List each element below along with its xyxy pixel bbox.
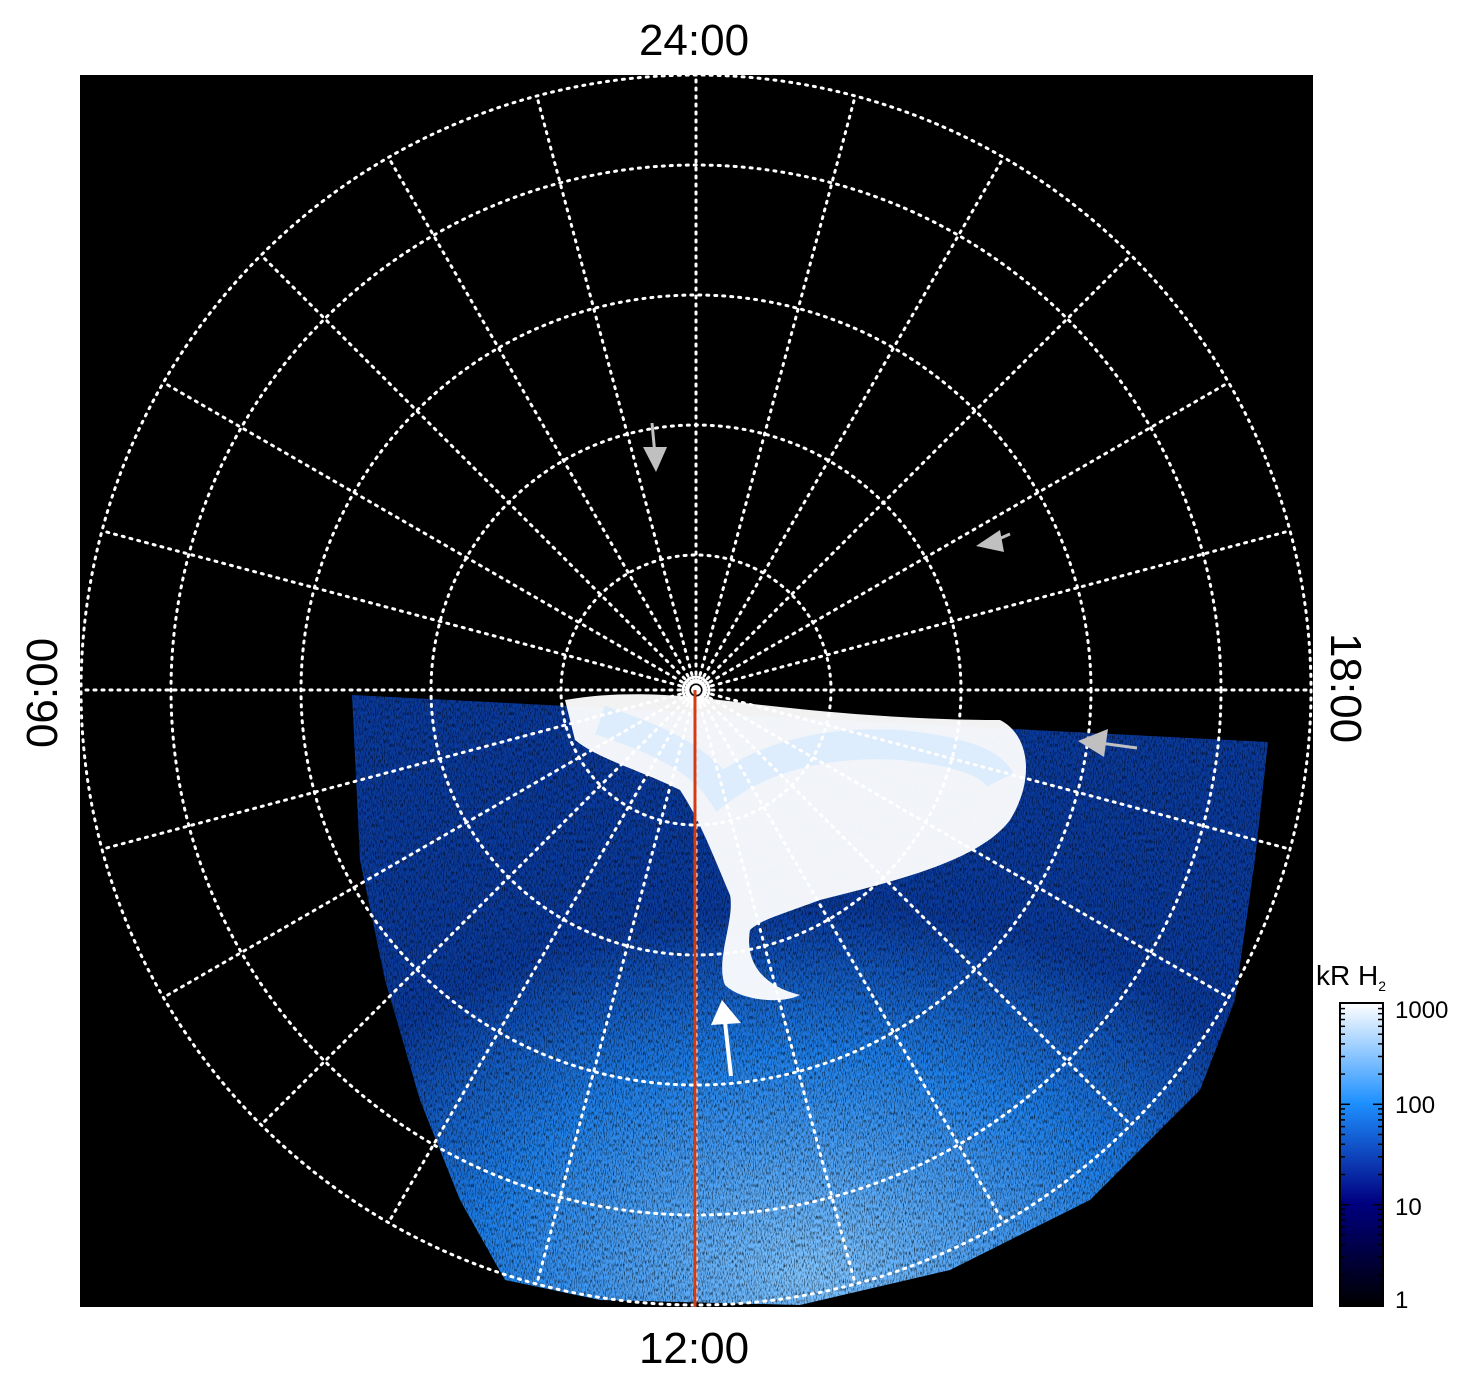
arrow-dusk xyxy=(1078,729,1138,757)
local-time-label-right: 18:00 xyxy=(1321,633,1370,743)
colorbar-tick-label-1000: 1000 xyxy=(1395,997,1448,1024)
meridian-line-19 xyxy=(100,529,698,692)
colorbar-tick-label-100: 100 xyxy=(1395,1092,1435,1119)
meridian-line-5 xyxy=(694,529,1292,692)
arrow-dayside xyxy=(711,1000,741,1077)
oval-inner-glow xyxy=(595,705,1014,812)
meridian-line-9 xyxy=(694,688,1133,1127)
meridian-line-8 xyxy=(694,688,1231,999)
colorbar-tick-label-10: 10 xyxy=(1395,1194,1422,1221)
auroral-emission xyxy=(352,694,1268,1305)
meridian-line-17 xyxy=(100,688,698,851)
local-time-label-bottom: 12:00 xyxy=(639,1324,749,1373)
colorbar-tick-label-1: 1 xyxy=(1395,1287,1408,1314)
meridian-line-23 xyxy=(535,94,698,692)
local-time-label-top: 24:00 xyxy=(639,16,749,65)
meridian-line-11 xyxy=(694,688,857,1286)
meridian-line-7 xyxy=(694,688,1292,851)
colorbar-gradient xyxy=(1339,1002,1384,1307)
meridian-line-13 xyxy=(535,688,698,1286)
arrow-nightside-2 xyxy=(976,530,1011,552)
meridian-line-14 xyxy=(387,688,698,1225)
meridian-line-15 xyxy=(259,688,698,1127)
meridian-line-1 xyxy=(694,94,857,692)
colorbar-label: kR H2 xyxy=(1316,960,1386,994)
colorbar: kR H2 1000 100 10 1 xyxy=(1316,960,1448,1314)
meridian-line-4 xyxy=(694,381,1231,692)
meridian-line-22 xyxy=(387,155,698,692)
meridian-line-10 xyxy=(694,688,1005,1225)
emission-noise xyxy=(352,695,1268,1305)
meridian-line-16 xyxy=(161,688,698,999)
meridian-line-2 xyxy=(694,155,1005,692)
colorbar-ticks xyxy=(1340,1007,1383,1306)
meridian-line-20 xyxy=(161,381,698,692)
local-time-label-left: 06:00 xyxy=(18,638,67,748)
arrow-nightside-1 xyxy=(643,422,667,472)
latitude-circle-5 xyxy=(80,75,1313,1307)
meridian-line-21 xyxy=(259,253,698,692)
meridian-line-3 xyxy=(694,253,1133,692)
